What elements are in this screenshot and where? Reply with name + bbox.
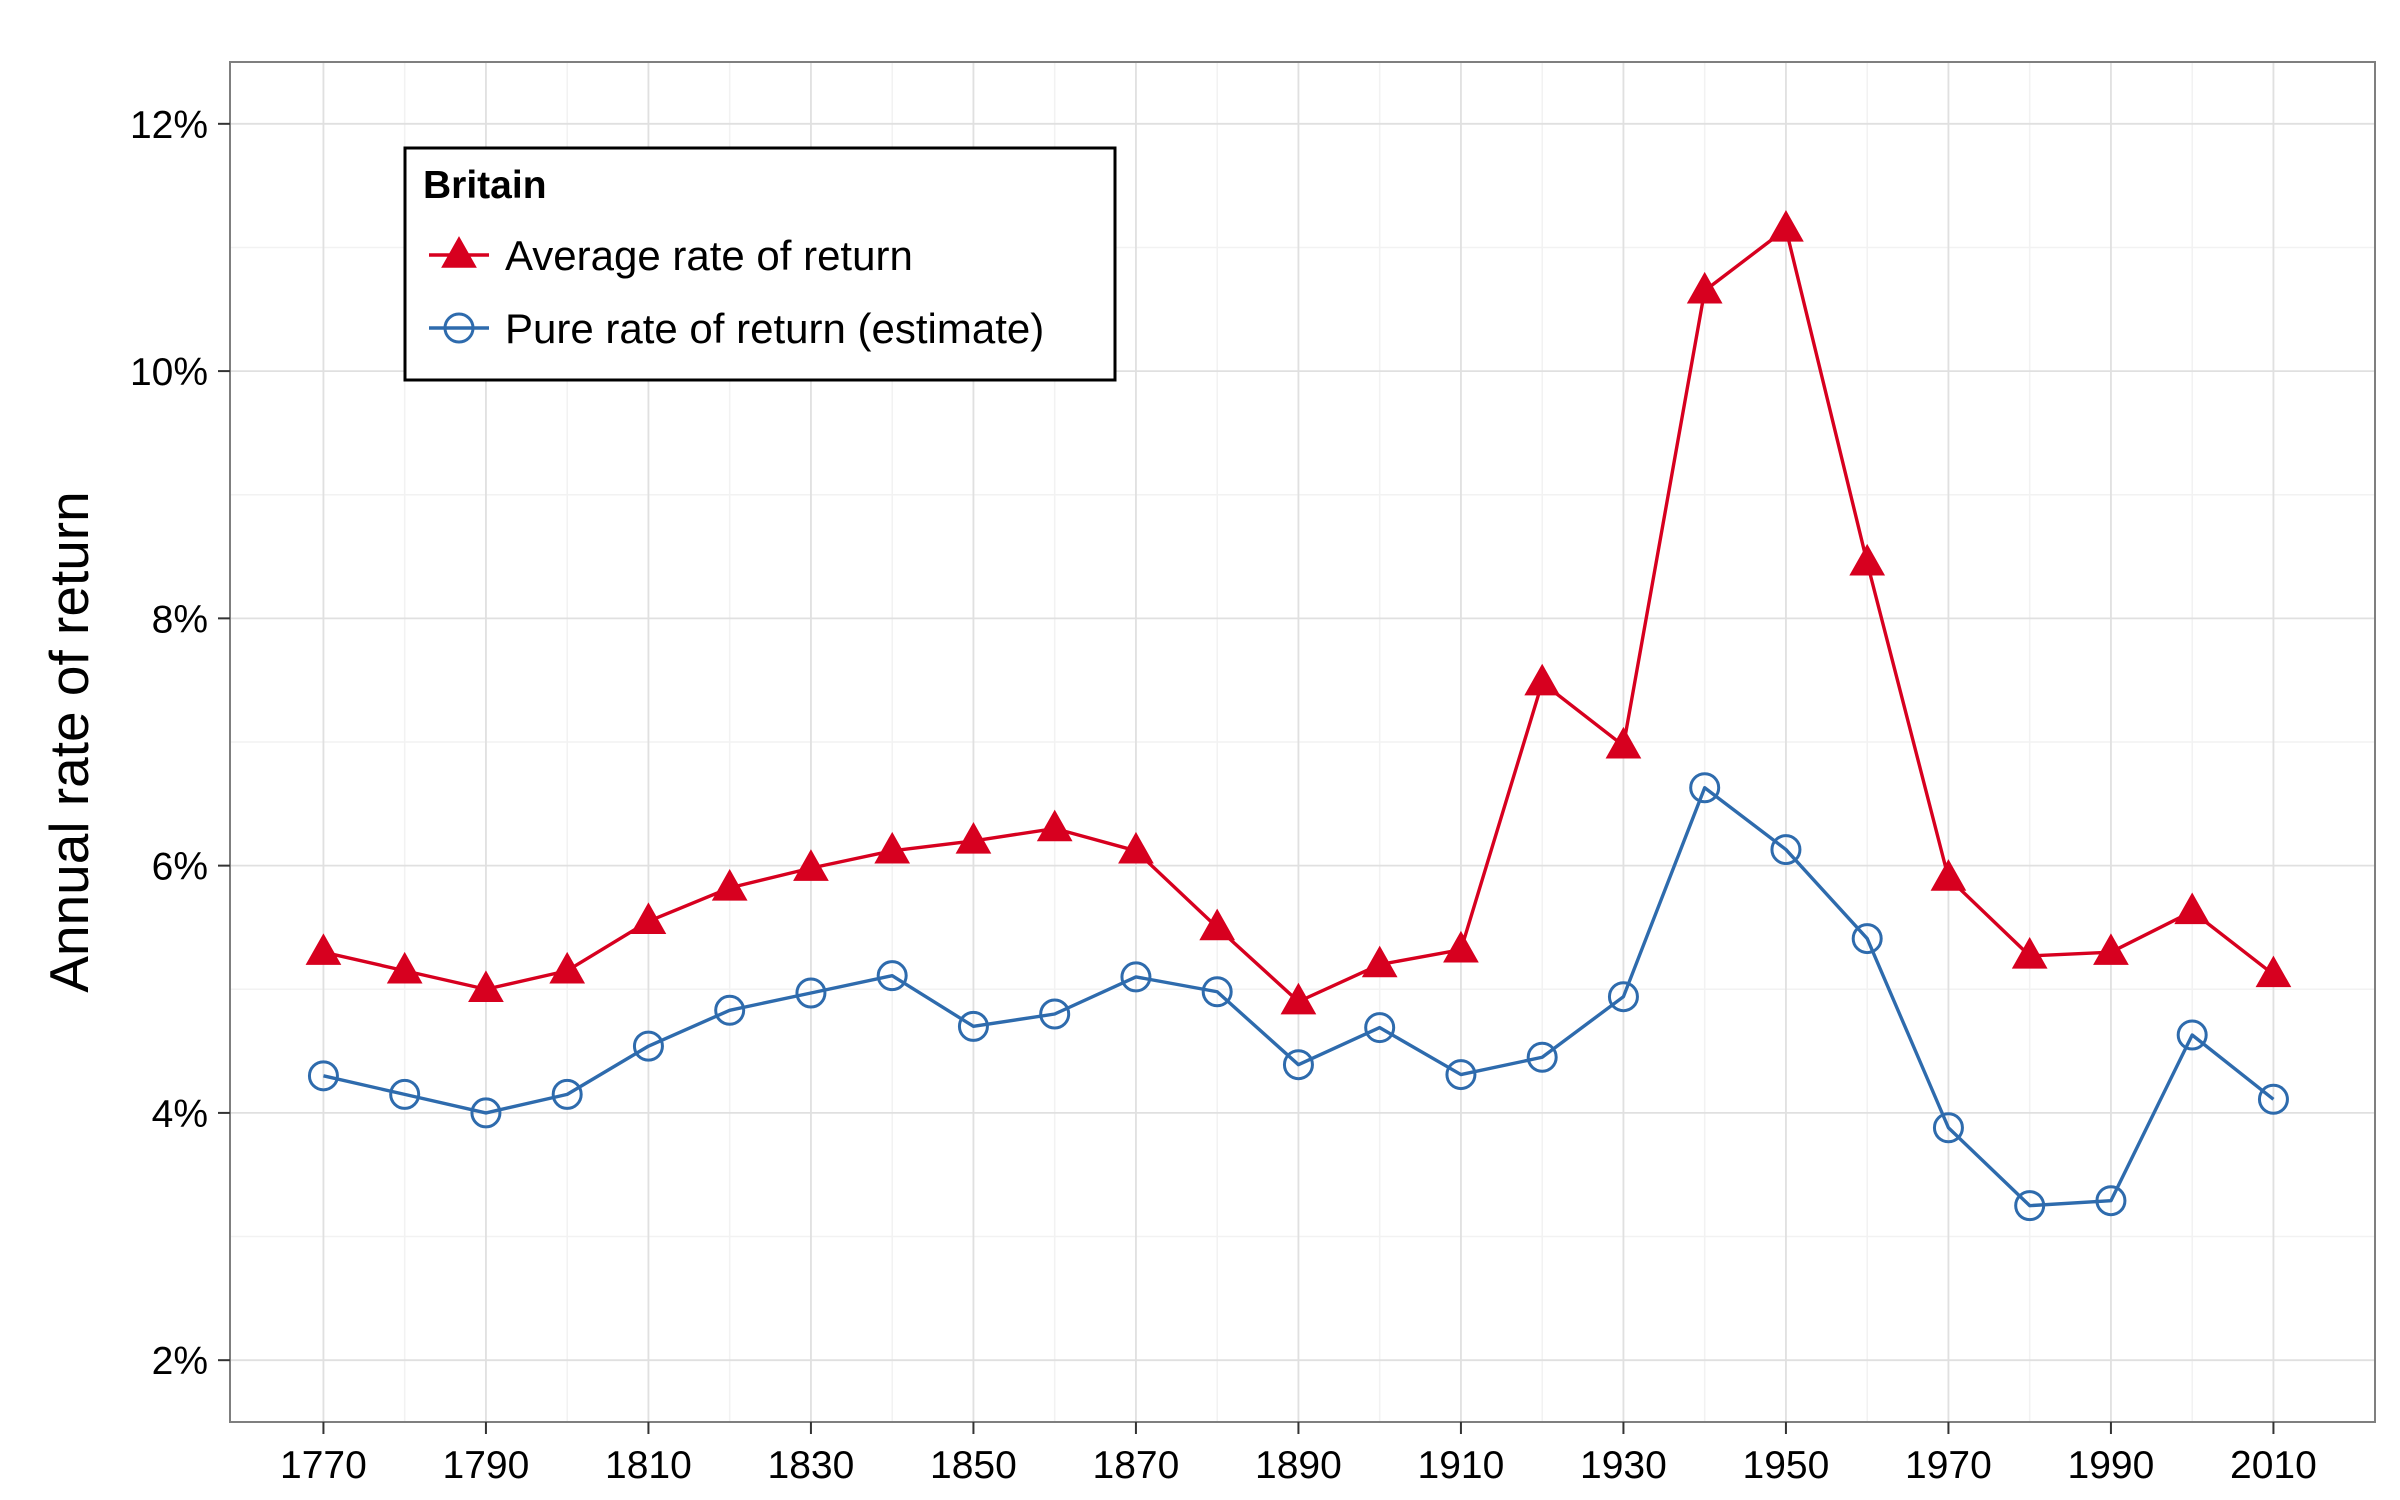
x-tick-label-1850: 1850 — [930, 1444, 1017, 1487]
x-tick-label-2010: 2010 — [2230, 1444, 2317, 1487]
legend-key-average-rate — [429, 236, 489, 268]
y-tick-label-6: 6% — [152, 846, 208, 889]
legend-key-marker — [441, 236, 477, 268]
x-tick-label-1790: 1790 — [443, 1444, 530, 1487]
data-point-average-rate-of-return-1780 — [386, 951, 423, 984]
x-tick-label-1930: 1930 — [1580, 1444, 1667, 1487]
y-axis-title: Annual rate of return — [38, 491, 100, 992]
data-point-pure-rate-of-return-estimate-1870 — [1120, 961, 1152, 993]
data-point-average-rate-of-return-1870 — [1118, 831, 1154, 864]
data-point-average-rate-of-return-1950 — [1768, 210, 1804, 242]
x-axis: 1770 1790 1810 1830 1850 1870 1890 1910 1930 1950… — [280, 1422, 2317, 1487]
series-line-pure-rate-of-return-estimate — [323, 786, 2275, 1208]
data-point-average-rate-of-return-1880 — [1199, 908, 1236, 941]
legend-key-pure-rate — [429, 312, 489, 344]
data-point-average-rate-of-return-1830 — [793, 849, 829, 881]
data-point-average-rate-of-return-1800 — [549, 951, 586, 984]
data-point-average-rate-of-return-2010 — [2255, 955, 2292, 988]
data-point-pure-rate-of-return-estimate-1880 — [1201, 976, 1233, 1008]
data-point-pure-rate-of-return-estimate-1890 — [1282, 1049, 1314, 1081]
data-point-pure-rate-of-return-estimate-2000 — [2176, 1019, 2208, 1051]
x-tick-label-1810: 1810 — [605, 1444, 692, 1487]
y-tick-label-8: 8% — [152, 598, 208, 641]
data-point-average-rate-of-return-1860 — [1036, 809, 1073, 842]
data-point-pure-rate-of-return-estimate-1810 — [632, 1030, 664, 1062]
legend-key-marker — [443, 312, 475, 344]
x-tick-label-1890: 1890 — [1255, 1444, 1342, 1487]
legend-label-pure-rate: Pure rate of return (estimate) — [505, 305, 1044, 352]
series-average-rate-of-return — [305, 210, 2292, 1015]
series-pure-rate-of-return-estimate — [307, 772, 2289, 1222]
data-point-average-rate-of-return-1900 — [1361, 945, 1398, 978]
data-point-average-rate-of-return-1960 — [1849, 543, 1886, 576]
data-point-pure-rate-of-return-estimate-1970 — [1932, 1112, 1964, 1144]
data-point-average-rate-of-return-1970 — [1930, 859, 1967, 891]
data-point-pure-rate-of-return-estimate-1780 — [389, 1078, 421, 1110]
data-point-pure-rate-of-return-estimate-1830 — [795, 977, 827, 1009]
data-point-pure-rate-of-return-estimate-1960 — [1851, 923, 1883, 955]
data-point-pure-rate-of-return-estimate-1950 — [1770, 834, 1802, 866]
data-point-average-rate-of-return-1840 — [874, 831, 911, 864]
data-point-pure-rate-of-return-estimate-1800 — [551, 1078, 583, 1110]
data-point-pure-rate-of-return-estimate-1980 — [2014, 1190, 2046, 1222]
x-tick-label-1830: 1830 — [768, 1444, 855, 1487]
data-point-pure-rate-of-return-estimate-1860 — [1039, 998, 1071, 1030]
series-layer — [305, 210, 2292, 1222]
data-point-average-rate-of-return-1790 — [468, 970, 504, 1003]
data-point-pure-rate-of-return-estimate-1770 — [307, 1060, 339, 1092]
y-axis: 2% 4% 6% 8% 10% 12% — [130, 104, 230, 1383]
data-point-average-rate-of-return-1910 — [1443, 930, 1479, 963]
x-tick-label-1990: 1990 — [2068, 1444, 2155, 1487]
data-point-pure-rate-of-return-estimate-1910 — [1445, 1059, 1477, 1091]
data-point-pure-rate-of-return-estimate-1820 — [714, 994, 746, 1026]
data-point-pure-rate-of-return-estimate-2010 — [2257, 1083, 2289, 1115]
data-point-average-rate-of-return-1920 — [1524, 663, 1561, 696]
data-point-pure-rate-of-return-estimate-1840 — [876, 960, 908, 992]
data-point-average-rate-of-return-1890 — [1280, 982, 1317, 1015]
data-point-average-rate-of-return-1930 — [1605, 726, 1642, 759]
data-point-average-rate-of-return-1990 — [2093, 933, 2129, 965]
legend-title: Britain — [423, 164, 547, 207]
legend: Britain Average rate of return Pure rate… — [403, 146, 1117, 382]
data-point-average-rate-of-return-1980 — [2011, 937, 2048, 969]
x-tick-label-1910: 1910 — [1418, 1444, 1505, 1487]
data-point-average-rate-of-return-1850 — [955, 822, 992, 854]
x-tick-label-1770: 1770 — [280, 1444, 367, 1487]
y-tick-label-12: 12% — [130, 104, 208, 147]
data-point-pure-rate-of-return-estimate-1940 — [1689, 772, 1721, 804]
data-point-average-rate-of-return-1940 — [1686, 271, 1723, 304]
data-point-pure-rate-of-return-estimate-1930 — [1607, 981, 1639, 1013]
data-point-pure-rate-of-return-estimate-1850 — [957, 1010, 989, 1042]
x-tick-label-1950: 1950 — [1743, 1444, 1830, 1487]
data-point-pure-rate-of-return-estimate-1990 — [2095, 1185, 2127, 1217]
y-tick-label-4: 4% — [152, 1093, 208, 1136]
x-tick-label-1970: 1970 — [1905, 1444, 1992, 1487]
legend-box — [403, 146, 1117, 382]
y-tick-label-10: 10% — [130, 351, 208, 394]
data-point-pure-rate-of-return-estimate-1900 — [1364, 1012, 1396, 1044]
data-point-average-rate-of-return-2000 — [2174, 892, 2211, 925]
plot-border — [229, 61, 2376, 1423]
data-point-average-rate-of-return-1810 — [630, 902, 667, 935]
data-point-pure-rate-of-return-estimate-1790 — [470, 1097, 502, 1129]
x-tick-label-1870: 1870 — [1093, 1444, 1180, 1487]
y-tick-label-2: 2% — [152, 1340, 208, 1383]
data-point-pure-rate-of-return-estimate-1920 — [1526, 1041, 1558, 1073]
data-point-average-rate-of-return-1820 — [711, 869, 748, 901]
legend-label-average-rate: Average rate of return — [505, 232, 913, 279]
data-point-average-rate-of-return-1770 — [305, 933, 342, 965]
